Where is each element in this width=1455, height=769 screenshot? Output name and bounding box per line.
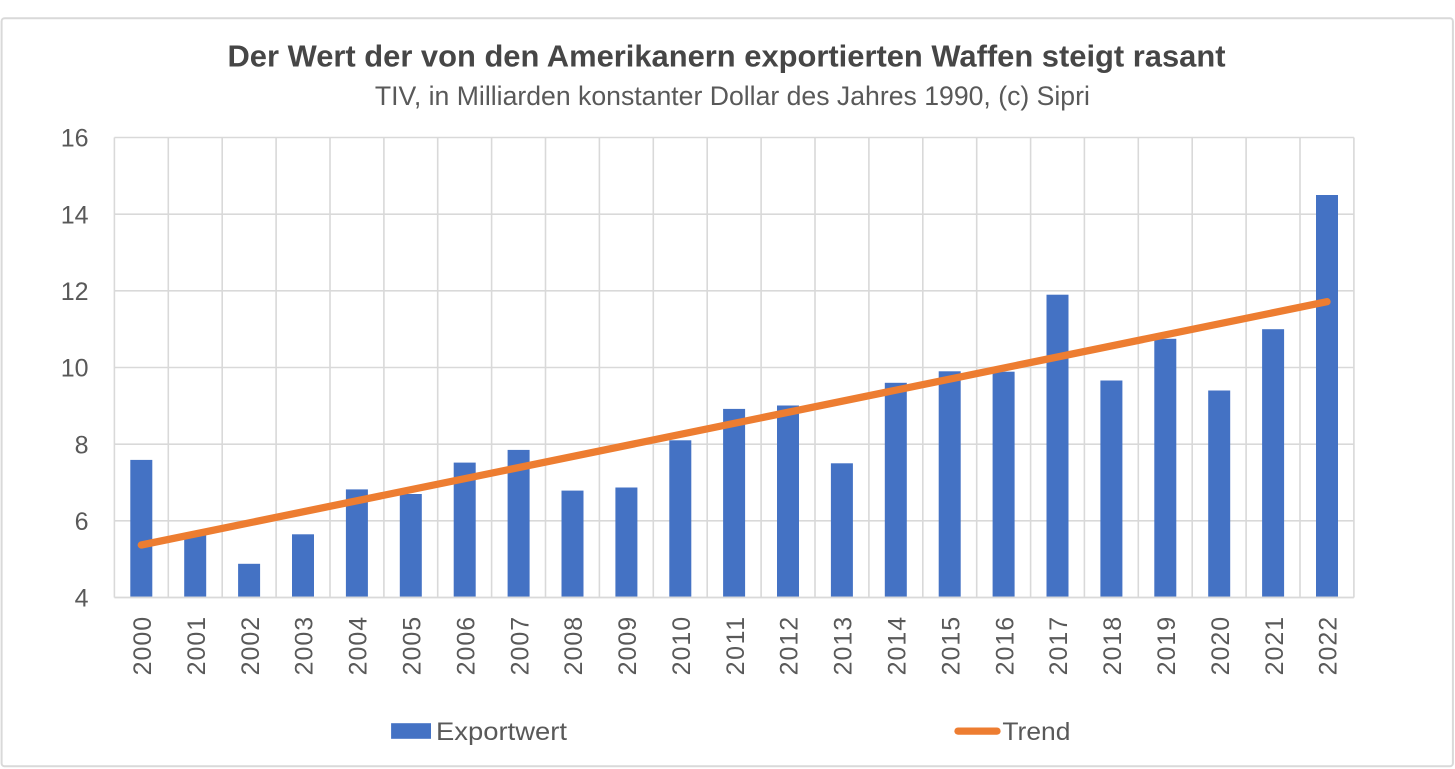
svg-text:Der Wert der von den Amerikane: Der Wert der von den Amerikanern exporti… [228,39,1226,74]
svg-text:16: 16 [61,125,89,153]
svg-text:10: 10 [61,355,89,383]
svg-text:2013: 2013 [830,617,858,676]
svg-text:2002: 2002 [237,617,265,676]
svg-text:4: 4 [75,585,89,613]
svg-text:2015: 2015 [937,617,965,676]
svg-text:2005: 2005 [399,617,427,676]
svg-text:6: 6 [75,508,89,536]
svg-text:14: 14 [61,201,89,229]
svg-text:2010: 2010 [668,617,696,676]
svg-text:TIV, in Milliarden konstanter: TIV, in Milliarden konstanter Dollar des… [375,81,1090,111]
svg-text:Trend: Trend [1002,718,1070,746]
svg-text:2020: 2020 [1207,617,1235,676]
svg-text:2012: 2012 [776,617,804,676]
svg-text:2007: 2007 [506,617,534,676]
svg-text:2008: 2008 [560,617,588,676]
svg-text:2019: 2019 [1153,617,1181,676]
svg-text:2017: 2017 [1045,617,1073,676]
svg-text:2009: 2009 [614,617,642,676]
svg-text:8: 8 [75,431,89,459]
svg-text:Exportwert: Exportwert [436,718,567,746]
svg-text:2001: 2001 [183,617,211,676]
svg-text:2004: 2004 [345,617,373,676]
svg-text:2000: 2000 [129,617,157,676]
svg-text:12: 12 [61,278,89,306]
svg-text:2016: 2016 [991,617,1019,676]
svg-text:2018: 2018 [1099,617,1127,676]
svg-text:2011: 2011 [722,617,750,676]
svg-text:2014: 2014 [884,617,912,676]
svg-text:2022: 2022 [1315,617,1343,676]
svg-text:2006: 2006 [452,617,480,676]
svg-text:2021: 2021 [1261,617,1289,676]
svg-text:2003: 2003 [291,617,319,676]
